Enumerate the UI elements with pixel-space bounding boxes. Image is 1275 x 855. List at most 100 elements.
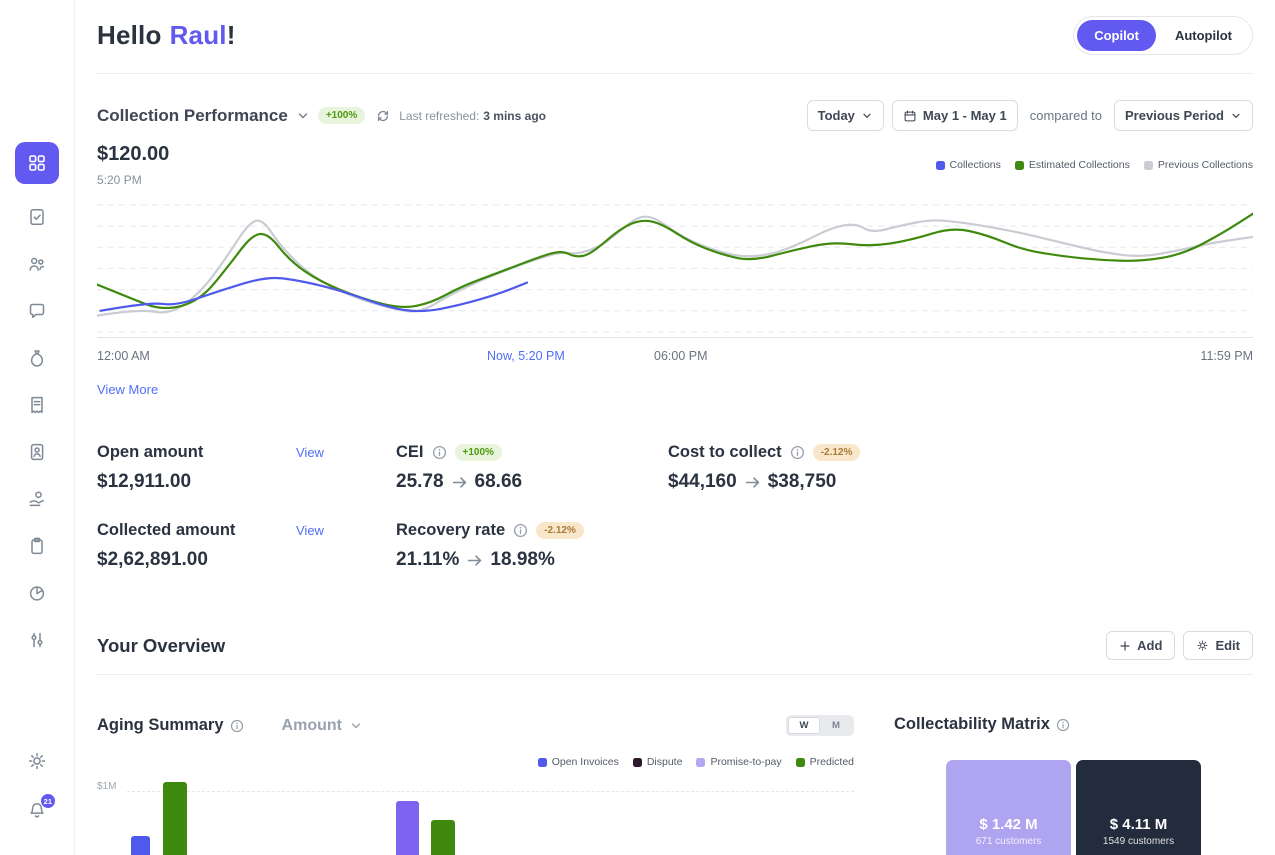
legend-item-collections: Collections xyxy=(935,159,1001,171)
customers-icon xyxy=(27,254,47,274)
week-toggle-button[interactable]: W xyxy=(788,717,820,734)
collection-performance-dropdown[interactable]: Collection Performance +100% xyxy=(97,106,366,126)
info-icon[interactable] xyxy=(790,445,805,460)
matrix-card-medium[interactable]: $ 1.42 M 671 customers xyxy=(946,760,1071,855)
sidebar: 21 xyxy=(0,0,75,855)
pie-chart-icon xyxy=(27,583,47,603)
arrow-right-icon xyxy=(744,474,761,491)
metric-label: Collected amount xyxy=(97,521,236,539)
edit-overview-button[interactable]: Edit xyxy=(1183,631,1253,660)
previous-period-dropdown[interactable]: Previous Period xyxy=(1114,100,1253,131)
sidebar-item-payments[interactable] xyxy=(17,485,57,513)
aging-groupby-dropdown[interactable]: Amount xyxy=(282,717,363,735)
sidebar-item-invoices[interactable] xyxy=(17,391,57,419)
aging-bar-chart: $1M xyxy=(97,774,854,855)
current-amount: $120.00 xyxy=(97,143,170,165)
sidebar-item-chat[interactable] xyxy=(17,297,57,325)
legend-item-open-invoices: Open Invoices xyxy=(537,756,619,768)
today-dropdown[interactable]: Today xyxy=(806,100,884,131)
info-icon[interactable] xyxy=(513,523,528,538)
current-time: 5:20 PM xyxy=(97,173,142,187)
overview-title: Your Overview xyxy=(97,634,226,656)
legend-swatch xyxy=(935,160,945,170)
metric-cost-to-collect: Cost to collect -2.12% $44,160 $38,750 xyxy=(668,443,1253,493)
x-label-now: Now, 5:20 PM xyxy=(486,349,565,363)
legend-item-predicted: Predicted xyxy=(795,756,854,768)
main-content: Hello Raul! Copilot Autopilot Collection … xyxy=(75,0,1275,855)
add-widget-button[interactable]: Add xyxy=(1106,631,1176,660)
metric-label: Cost to collect xyxy=(668,443,782,461)
legend-item-dispute: Dispute xyxy=(632,756,682,768)
info-icon[interactable] xyxy=(1056,718,1070,732)
widgets-row: Aging Summary Amount W M xyxy=(97,715,1253,855)
metric-open-amount: Open amount View $12,911.00 xyxy=(97,443,396,493)
legend-swatch xyxy=(537,757,547,767)
bar-open-invoices[interactable] xyxy=(131,836,150,855)
bar-predicted[interactable] xyxy=(431,820,455,855)
sidebar-item-dashboard[interactable] xyxy=(15,142,59,184)
chevron-down-icon xyxy=(861,110,873,122)
overview-actions: Add Edit xyxy=(1106,631,1253,660)
collectability-matrix-title: Collectability Matrix xyxy=(894,715,1070,734)
chevron-down-icon xyxy=(296,109,310,123)
plus-icon xyxy=(1119,640,1131,652)
chat-bubble-icon xyxy=(27,301,47,321)
open-amount-view-link[interactable]: View xyxy=(296,445,324,460)
task-check-icon xyxy=(27,207,47,227)
legend-swatch xyxy=(696,757,706,767)
calendar-icon xyxy=(903,109,917,123)
bell-icon xyxy=(27,801,47,821)
month-toggle-button[interactable]: M xyxy=(820,717,852,734)
sidebar-item-tasks[interactable] xyxy=(17,203,57,231)
info-icon[interactable] xyxy=(230,719,244,733)
sliders-icon xyxy=(27,630,47,650)
sidebar-item-customers[interactable] xyxy=(17,250,57,278)
refresh-button[interactable] xyxy=(375,108,391,124)
bar-promise-to-pay[interactable] xyxy=(396,801,419,855)
contact-book-icon xyxy=(27,442,47,462)
gear-icon xyxy=(27,751,47,771)
cei-change-badge: +100% xyxy=(454,444,502,461)
date-controls: Today May 1 - May 1 compared to Previous… xyxy=(806,100,1253,131)
compared-to-label: compared to xyxy=(1029,108,1103,123)
metric-recovery-rate: Recovery rate -2.12% 21.11% 18.98% xyxy=(396,521,668,571)
aging-legend: Open Invoices Dispute Promise-to-pay Pre… xyxy=(97,756,854,768)
collectability-matrix-widget: Collectability Matrix $ 1.42 M 671 custo… xyxy=(894,715,1253,855)
page-greeting: Hello Raul! xyxy=(97,20,236,50)
bar-predicted[interactable] xyxy=(163,782,187,855)
chart-x-axis: 12:00 AM Now, 5:20 PM 06:00 PM 11:59 PM xyxy=(97,349,1253,365)
sidebar-item-tune[interactable] xyxy=(17,626,57,654)
sidebar-item-reports[interactable] xyxy=(17,579,57,607)
legend-swatch xyxy=(795,757,805,767)
sidebar-item-notifications[interactable]: 21 xyxy=(17,794,57,825)
aging-summary-title: Aging Summary xyxy=(97,716,244,735)
line-chart-legend: Collections Estimated Collections Previo… xyxy=(935,159,1253,171)
matrix-card-amount: $ 4.11 M xyxy=(1109,815,1168,833)
legend-item-promise-to-pay: Promise-to-pay xyxy=(696,756,782,768)
x-label-start: 12:00 AM xyxy=(97,349,150,363)
performance-subheader: $120.00 5:20 PM Collections Estimated Co… xyxy=(97,143,1253,187)
line-chart-svg xyxy=(97,201,1253,337)
x-label-evening: 06:00 PM xyxy=(654,349,708,363)
sidebar-item-collections[interactable] xyxy=(17,344,57,372)
view-more-link[interactable]: View More xyxy=(97,382,159,397)
legend-swatch xyxy=(1143,160,1153,170)
autopilot-toggle-button[interactable]: Autopilot xyxy=(1158,20,1249,51)
collected-amount-view-link[interactable]: View xyxy=(296,523,324,538)
matrix-card-customers: 671 customers xyxy=(975,835,1042,847)
collection-performance-header: Collection Performance +100% Last refres… xyxy=(97,100,1253,131)
clipboard-icon xyxy=(27,536,47,556)
copilot-toggle-button[interactable]: Copilot xyxy=(1077,20,1156,51)
sidebar-item-contacts[interactable] xyxy=(17,438,57,466)
sidebar-item-settings[interactable] xyxy=(17,747,57,775)
metric-label: CEI xyxy=(396,443,424,461)
matrix-card-high[interactable]: $ 4.11 M 1549 customers xyxy=(1076,760,1201,855)
cost-change-badge: -2.12% xyxy=(812,444,861,461)
topbar: Hello Raul! Copilot Autopilot xyxy=(97,0,1253,55)
legend-item-previous-collections: Previous Collections xyxy=(1143,159,1253,171)
refresh-icon xyxy=(375,108,391,124)
sidebar-item-worklist[interactable] xyxy=(17,532,57,560)
gear-icon xyxy=(1196,639,1209,652)
date-range-picker[interactable]: May 1 - May 1 xyxy=(891,100,1018,131)
info-icon[interactable] xyxy=(432,445,447,460)
